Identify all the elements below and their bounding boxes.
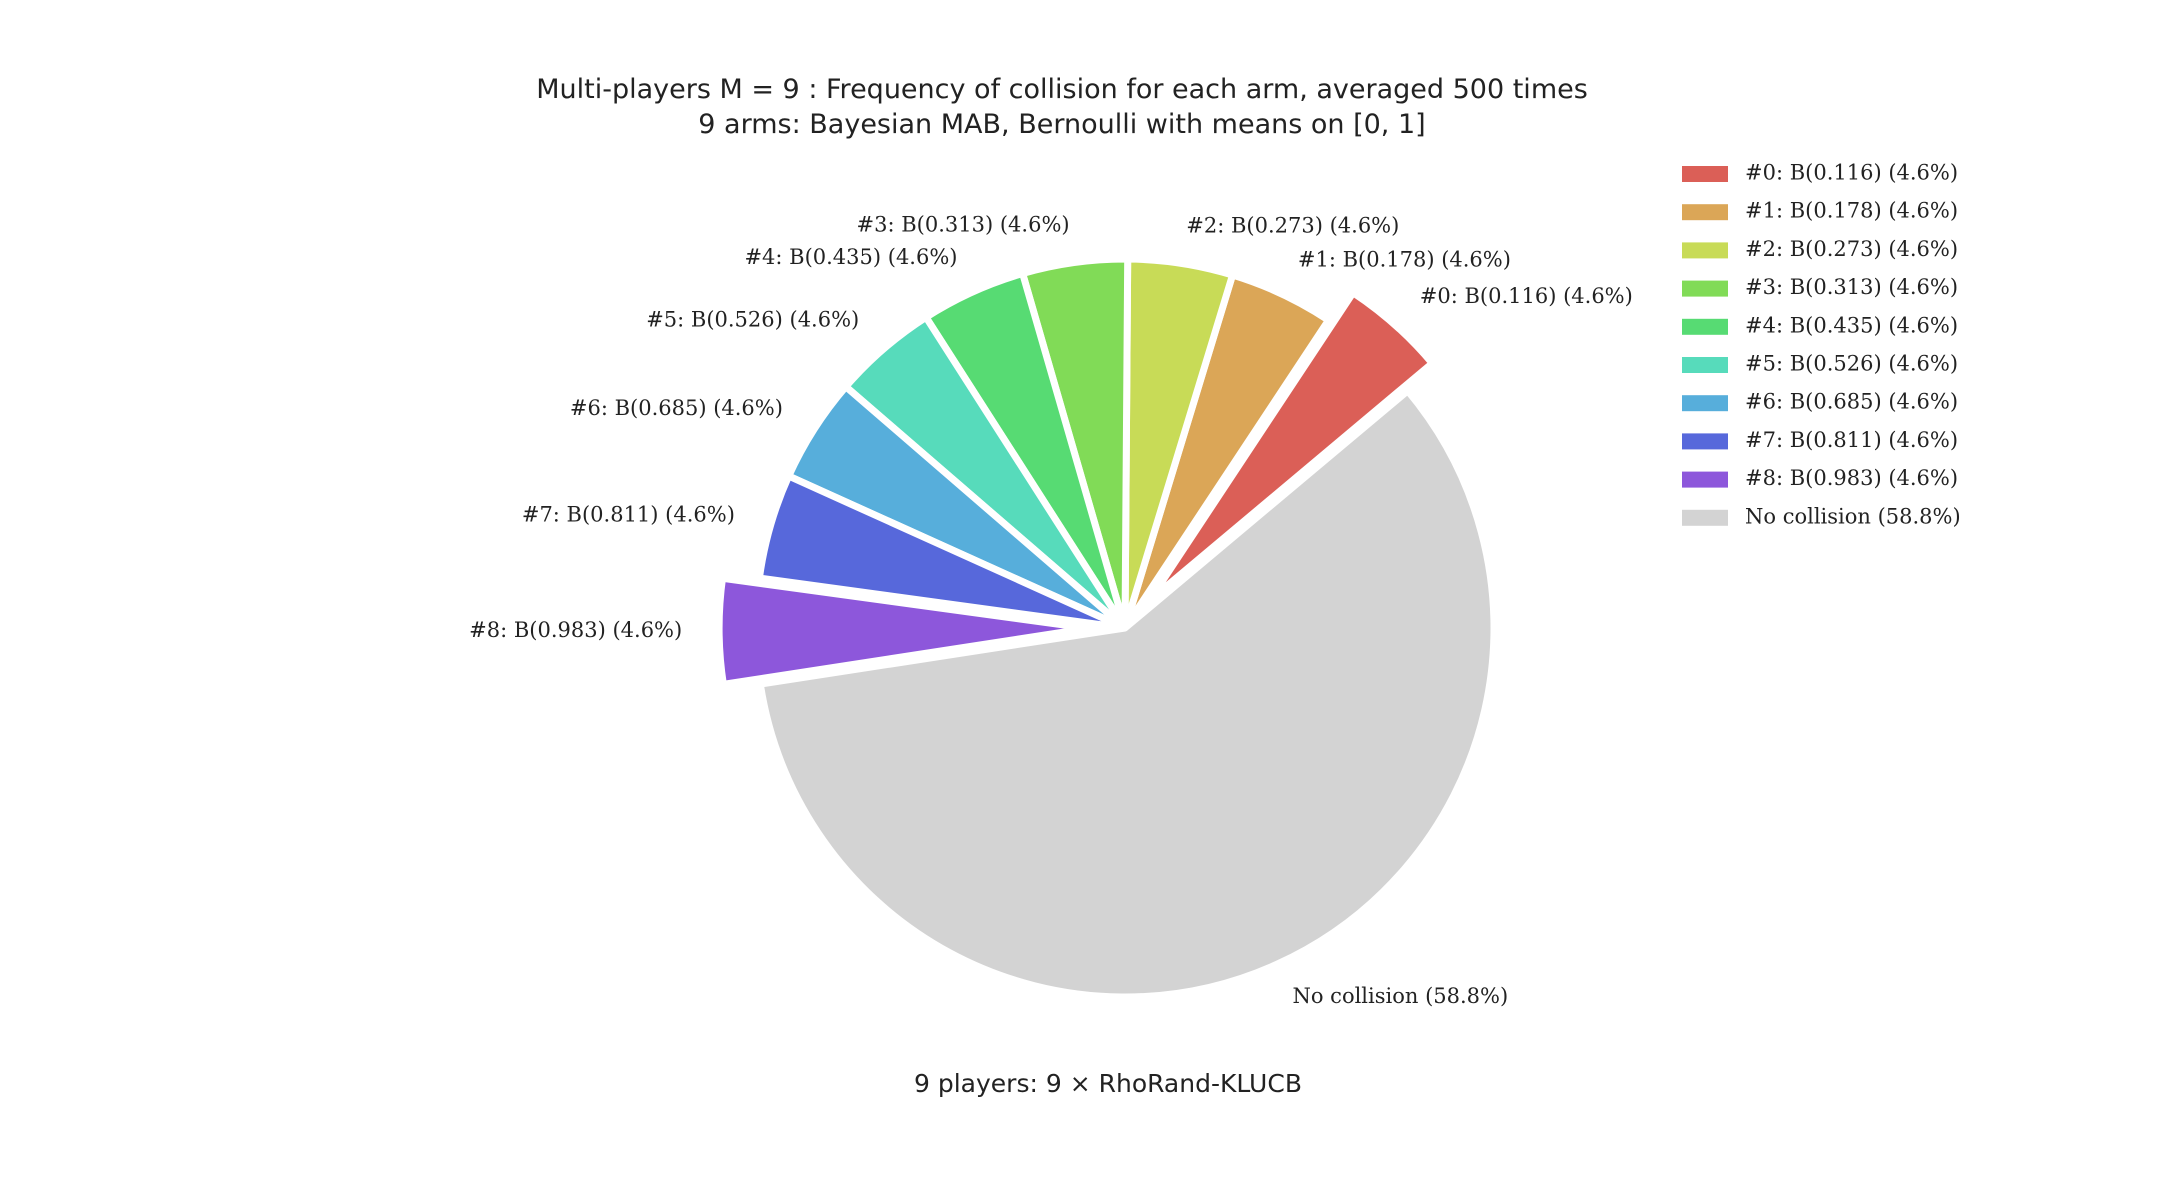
legend-entry-7: #7: B(0.811) (4.6%): [1745, 428, 1958, 452]
legend-swatch-9: [1682, 509, 1728, 526]
legend-entry-4: #4: B(0.435) (4.6%): [1745, 313, 1958, 337]
pie-slice-label-2: #2: B(0.273) (4.6%): [1186, 213, 1399, 237]
legend-entry-0: #0: B(0.116) (4.6%): [1745, 161, 1958, 185]
pie-slice-labels: #0: B(0.116) (4.6%) #1: B(0.178) (4.6%) #2…: [469, 212, 1633, 1008]
pie-slice-label-4: #4: B(0.435) (4.6%): [744, 245, 957, 269]
pie-slice-7: [755, 472, 1129, 632]
legend-entry-3: #3: B(0.313) (4.6%): [1745, 275, 1958, 299]
legend-swatch-2: [1682, 242, 1728, 259]
legend-swatch-0: [1682, 166, 1728, 182]
legend-entry-2: #2: B(0.273) (4.6%): [1745, 237, 1958, 261]
legend-swatch-6: [1682, 395, 1728, 412]
pie-slice-label-1: #1: B(0.178) (4.6%): [1298, 247, 1511, 271]
legend-swatch-7: [1682, 433, 1728, 450]
legend-swatch-8: [1682, 471, 1728, 488]
legend-entry-5: #5: B(0.526) (4.6%): [1745, 352, 1958, 376]
chart-subtitle: 9 arms: Bayesian MAB, Bernoulli with mea…: [698, 109, 1425, 140]
legend-entry-6: #6: B(0.685) (4.6%): [1745, 390, 1958, 414]
legend-swatch-4: [1682, 318, 1728, 335]
legend-swatch-1: [1682, 204, 1728, 221]
pie-slice-label-0: #0: B(0.116) (4.6%): [1420, 284, 1633, 308]
legend-entry-9: No collision (58.8%): [1745, 504, 1961, 528]
legend-entry-1: #1: B(0.178) (4.6%): [1745, 199, 1958, 223]
chart-title: Multi-players M = 9 : Frequency of colli…: [536, 74, 1588, 105]
pie-slice-label-5: #5: B(0.526) (4.6%): [646, 308, 859, 332]
pie-slice-label-8: #8: B(0.983) (4.6%): [469, 618, 682, 642]
pie-slice-0: [1146, 289, 1436, 604]
pie-slice-label-3: #3: B(0.313) (4.6%): [857, 212, 1070, 236]
legend-swatch-3: [1682, 280, 1728, 297]
pie-slice-8: [715, 574, 1092, 688]
pie-slices: [715, 255, 1498, 1001]
pie-slice-label-9: No collision (58.8%): [1292, 984, 1508, 1008]
pie-slice-9: [756, 387, 1498, 1001]
pie-slice-label-6: #6: B(0.685) (4.6%): [570, 396, 783, 420]
legend-entry-8: #8: B(0.983) (4.6%): [1745, 466, 1958, 490]
legend-swatch-5: [1682, 357, 1728, 373]
pie-slice-label-7: #7: B(0.811) (4.6%): [522, 502, 735, 526]
legend: #0: B(0.116) (4.6%) #1: B(0.178) (4.6%) #2…: [1682, 161, 1961, 528]
x-axis-label: 9 players: 9 × RhoRand-KLUCB: [914, 1069, 1302, 1098]
